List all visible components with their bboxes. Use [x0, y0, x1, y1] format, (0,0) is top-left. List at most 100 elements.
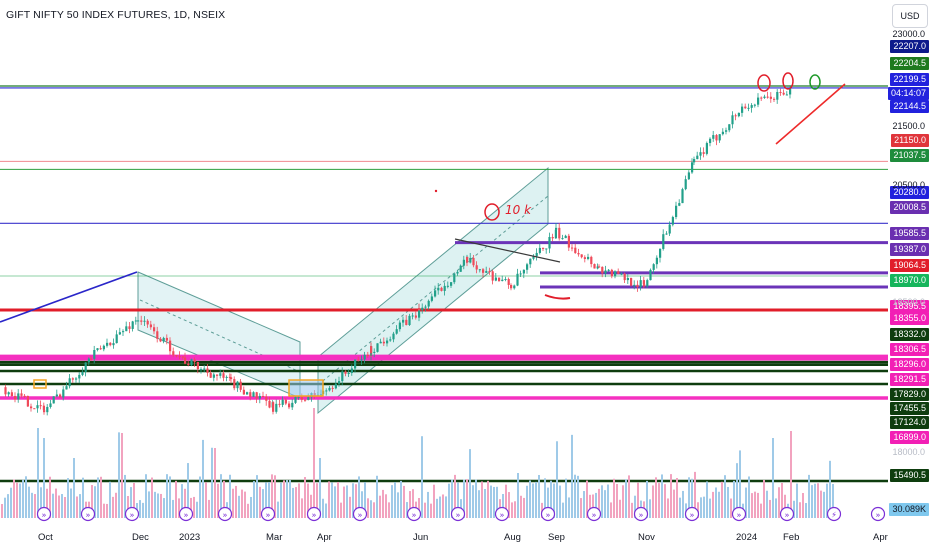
price-level-label[interactable]: 20280.0 [890, 186, 929, 199]
volume-bar [511, 502, 513, 518]
dividend-event-icon[interactable] [684, 506, 700, 522]
dividend-event-icon[interactable] [36, 506, 52, 522]
currency-button[interactable]: USD [892, 4, 928, 28]
dividend-event-icon[interactable] [779, 506, 795, 522]
trend-line[interactable] [454, 238, 561, 263]
candle [228, 376, 231, 378]
candle [507, 278, 510, 285]
price-level-label[interactable]: 16899.0 [890, 431, 929, 444]
price-level-label[interactable]: 20008.5 [890, 201, 929, 214]
candle [65, 386, 68, 390]
candle [87, 358, 90, 363]
price-level-label[interactable]: 18291.5 [890, 373, 929, 386]
price-level-label[interactable]: 21037.5 [890, 149, 929, 162]
price-level-label[interactable]: 15490.5 [890, 469, 929, 482]
dividend-event-icon[interactable] [450, 506, 466, 522]
volume-bar [613, 478, 615, 518]
volume-bar [64, 497, 66, 518]
price-level-label[interactable]: 19387.0 [890, 243, 929, 256]
y-axis-tick-label: 18000.0 [892, 447, 925, 457]
highlight-box[interactable] [288, 379, 324, 397]
price-level-label[interactable]: 22199.5 [890, 73, 929, 86]
candle [328, 387, 331, 391]
price-level-label[interactable]: 17455.5 [890, 402, 929, 415]
dividend-event-icon[interactable] [870, 506, 886, 522]
price-level-label[interactable]: 18970.0 [890, 274, 929, 287]
price-level-label[interactable]: 19064.5 [890, 259, 929, 272]
volume-bar [535, 481, 537, 518]
price-level-label[interactable]: 17829.0 [890, 388, 929, 401]
candle [687, 172, 690, 180]
volume-bar [757, 492, 759, 518]
volume-bar [493, 486, 495, 518]
red-circle-marker [484, 203, 500, 221]
volume-bar [7, 494, 9, 518]
price-level-label[interactable]: 22144.5 [890, 100, 929, 113]
event-icon-glyph: » [312, 511, 317, 520]
volume-bar [544, 478, 546, 518]
price-level-label[interactable]: 18332.0 [890, 328, 929, 341]
volume-bar [109, 481, 111, 518]
highlight-box[interactable] [33, 379, 47, 389]
volume-bar [715, 487, 717, 518]
dividend-event-icon[interactable] [80, 506, 96, 522]
event-icon-glyph: » [500, 511, 505, 520]
candle [68, 378, 71, 387]
dividend-event-icon[interactable] [731, 506, 747, 522]
candle [4, 387, 7, 395]
candle [212, 374, 215, 378]
volume-bar [283, 480, 285, 518]
dividend-event-icon[interactable] [178, 506, 194, 522]
candle [681, 189, 684, 204]
dividend-event-icon[interactable] [540, 506, 556, 522]
volume-bar [484, 489, 486, 518]
dividend-event-icon[interactable] [406, 506, 422, 522]
price-level-label[interactable]: 18306.5 [890, 343, 929, 356]
event-icon-glyph: » [785, 511, 790, 520]
candle [203, 368, 206, 370]
candle [408, 315, 411, 325]
lightning-event-icon[interactable] [826, 506, 842, 522]
volume-bar [238, 495, 240, 518]
candle [382, 341, 385, 344]
volume-bar [289, 479, 291, 518]
candle [209, 372, 212, 378]
price-level-label[interactable]: 22204.5 [890, 57, 929, 70]
price-level-label[interactable]: 18296.0 [890, 358, 929, 371]
volume-bar [355, 484, 357, 518]
price-level-label[interactable]: 19585.5 [890, 227, 929, 240]
dividend-event-icon[interactable] [260, 506, 276, 522]
dividend-event-icon[interactable] [217, 506, 233, 522]
dividend-event-icon[interactable] [494, 506, 510, 522]
candle [159, 338, 162, 342]
volume-bar [322, 498, 324, 518]
candle [14, 396, 17, 400]
dividend-event-icon[interactable] [633, 506, 649, 522]
candle [782, 92, 785, 95]
dividend-event-icon[interactable] [352, 506, 368, 522]
volume-bar [205, 482, 207, 518]
trend-line[interactable] [0, 271, 138, 323]
dividend-event-icon[interactable] [124, 506, 140, 522]
trend-line[interactable] [775, 83, 846, 145]
candle [304, 399, 307, 401]
event-icon-glyph: » [184, 511, 189, 520]
dividend-event-icon[interactable] [586, 506, 602, 522]
volume-bar [382, 489, 384, 518]
price-level-label[interactable]: 18395.5 [890, 300, 929, 313]
candle [636, 284, 639, 288]
x-axis-tick-label: Feb [783, 532, 800, 543]
price-level-label[interactable]: 22207.0 [890, 40, 929, 53]
dividend-event-icon[interactable] [306, 506, 322, 522]
price-level-label[interactable]: 18355.0 [890, 312, 929, 325]
volume-bar [652, 485, 654, 518]
price-level-label[interactable]: 17124.0 [890, 416, 929, 429]
price-level-label[interactable]: 04:14:07 [887, 87, 929, 100]
candle [102, 345, 105, 350]
price-level-label[interactable]: 21150.0 [891, 134, 929, 147]
volume-bar [781, 482, 783, 518]
volume-bar [55, 488, 57, 518]
candle [763, 96, 766, 98]
candle [593, 264, 596, 269]
